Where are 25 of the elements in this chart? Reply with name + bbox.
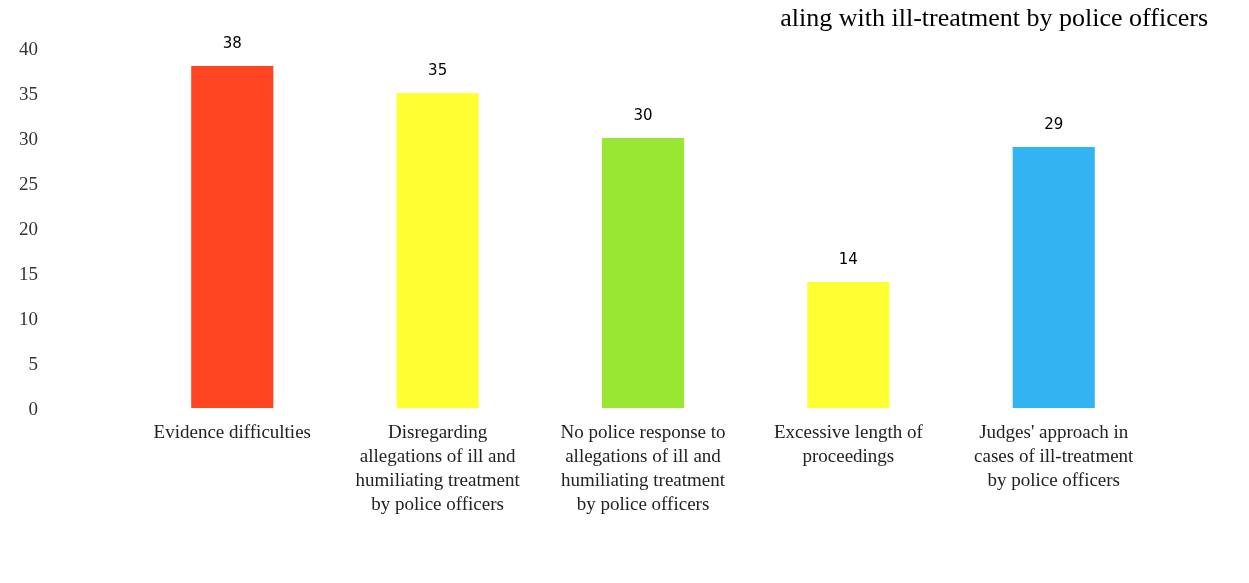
data-label: 30 xyxy=(633,106,653,124)
y-tick-label: 0 xyxy=(28,397,38,419)
data-label: 35 xyxy=(428,61,448,79)
data-label: 29 xyxy=(1044,115,1064,133)
y-tick-label: 30 xyxy=(19,127,38,149)
x-tick-label: Judges' approach in cases of ill-treatment by police officers xyxy=(974,421,1135,490)
y-tick-label: 35 xyxy=(19,82,38,104)
data-label: 14 xyxy=(838,250,858,268)
bar xyxy=(396,93,479,408)
chart-title: aling with ill-treatment by police officers xyxy=(780,3,1208,32)
y-tick-label: 40 xyxy=(19,37,38,59)
data-label: 38 xyxy=(222,34,242,52)
x-tick-label: Excessive length of proceedings xyxy=(773,421,924,466)
bar xyxy=(807,282,890,408)
bar xyxy=(1012,147,1095,408)
y-tick-label: 25 xyxy=(19,172,38,194)
y-tick-label: 5 xyxy=(28,352,38,374)
y-tick-label: 10 xyxy=(19,307,38,329)
x-tick-label: Disregarding allegations of ill and humiliating treatment by police officers xyxy=(355,421,521,514)
y-tick-label: 15 xyxy=(19,262,38,284)
x-tick-label: Evidence difficulties xyxy=(153,421,311,442)
y-tick-label: 20 xyxy=(19,217,38,239)
x-tick-label: No police response to allegations of ill and humiliating treatment by police officers xyxy=(560,421,726,514)
bar xyxy=(191,66,274,408)
bar xyxy=(601,138,685,408)
